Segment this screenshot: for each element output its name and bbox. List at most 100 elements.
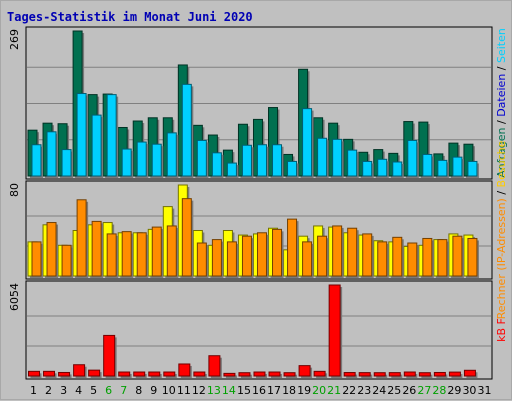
x-axis-day-label: 8: [135, 384, 142, 397]
panel-top-dateien-bar: [332, 138, 343, 177]
panel-bot-kb-f-bar: [238, 372, 251, 377]
panel-mid-rechner-bar: [46, 222, 57, 277]
panel-mid-rechner-bar: [317, 235, 328, 277]
panel-top-dateien-bar: [317, 137, 328, 177]
panel-top-dateien-bar: [106, 94, 117, 177]
x-axis-day-label: 3: [60, 384, 67, 397]
x-axis-day-label: 6: [105, 384, 112, 397]
panel-bot-kb-f-bar: [193, 371, 206, 377]
panel-mid-rechner-bar: [437, 239, 448, 277]
panel-top-dateien-bar: [226, 162, 237, 177]
panel-top-dateien-bar: [437, 159, 448, 177]
panel-bot-kb-f-bar: [58, 371, 71, 377]
panel-bot-kb-f-bar: [283, 372, 296, 377]
panel-top-dateien-bar: [362, 160, 373, 177]
panel-mid-rechner-bar: [211, 239, 222, 277]
panel-top-dateien-bar: [151, 143, 162, 177]
panel-mid-rechner-bar: [287, 218, 298, 277]
panel-mid-rechner-bar: [151, 226, 162, 277]
panel-bot-kb-f-bar: [148, 371, 161, 377]
x-axis-day-label: 5: [90, 384, 97, 397]
panel-bot-kb-f-bar: [373, 372, 386, 377]
panel-top-dateien-bar: [422, 153, 433, 177]
x-axis-day-label: 22: [342, 384, 356, 397]
panel-bot-legend-label: kB F: [495, 318, 508, 342]
panel-mid-rechner-bar: [407, 242, 418, 277]
panel-mid-rechner-bar: [392, 236, 403, 277]
panel-top-dateien-bar: [211, 152, 222, 177]
x-axis-day-label: 4: [75, 384, 82, 397]
panel-bot-kb-f-bar: [358, 372, 371, 377]
panel-mid-rechner-bar: [121, 231, 132, 277]
panel-top-dateien-bar: [467, 160, 478, 177]
panel-top-dateien-bar: [287, 160, 298, 177]
x-axis-day-label: 1: [30, 384, 37, 397]
panel-bot-kb-f-bar: [133, 371, 146, 377]
x-axis-day-label: 26: [402, 384, 416, 397]
x-axis-day-label: 27: [417, 384, 431, 397]
panel-top-dateien-bar: [136, 141, 147, 177]
panel-bot-kb-f-bar: [418, 372, 431, 377]
panel-bot-ymax-label: 6054: [8, 283, 21, 311]
panel-top-dateien-bar: [46, 131, 57, 177]
panel-top-dateien-bar: [377, 158, 388, 177]
x-axis-day-label: 10: [162, 384, 176, 397]
panel-top-dateien-bar: [61, 149, 72, 177]
panel-mid-rechner-bar: [91, 220, 102, 277]
x-axis-day-label: 31: [477, 384, 491, 397]
x-axis-day-label: 17: [267, 384, 281, 397]
x-axis-day-label: 9: [150, 384, 157, 397]
panel-bot-kb-f-bar: [313, 370, 326, 377]
panel-mid-rechner-bar: [76, 199, 87, 277]
panel-mid-rechner-bar: [362, 233, 373, 277]
panel-bot-kb-f-bar: [43, 370, 56, 377]
x-axis-day-label: 19: [297, 384, 311, 397]
x-axis-day-label: 21: [327, 384, 341, 397]
panel-top-dateien-bar: [347, 149, 358, 177]
panel-top-dateien-bar: [392, 161, 403, 177]
panel-bot-kb-f-bar: [268, 371, 281, 377]
x-axis-day-label: 12: [192, 384, 206, 397]
panel-mid-rechner-bar: [106, 233, 117, 277]
panel-bot-kb-f-bar: [28, 370, 40, 377]
x-axis-day-label: 28: [432, 384, 446, 397]
panel-mid-rechner-bar: [272, 228, 283, 277]
panel-bot-kb-f-bar: [463, 369, 476, 377]
panel-bot-kb-f-bar: [343, 372, 356, 377]
panel-mid-rechner-bar: [422, 237, 433, 277]
panel-bot-kb-f-bar: [298, 365, 311, 377]
x-axis-day-label: 30: [462, 384, 476, 397]
x-axis-day-label: 24: [372, 384, 386, 397]
x-axis-day-label: 2: [45, 384, 52, 397]
panel-mid-rechner-bar: [347, 227, 358, 277]
panel-mid-rechner-bar: [226, 241, 237, 277]
x-axis-day-label: 16: [252, 384, 266, 397]
x-axis-day-label: 25: [387, 384, 401, 397]
panel-bot-kb-f-bar: [433, 371, 446, 377]
panel-mid-rechner-bar: [136, 232, 147, 277]
panel-mid-legend-label: Rechner (IP-Adressen) / Besuche: [495, 140, 508, 319]
panel-bot-kb-f-bar: [73, 364, 86, 377]
panel-bot-kb-f-bar: [208, 355, 221, 377]
panel-bot-kb-f-bar: [223, 372, 236, 377]
panel-mid-rechner-bar: [302, 241, 313, 277]
panel-mid-rechner-bar: [31, 241, 42, 277]
panel-bot-kb-f-bar: [103, 334, 116, 377]
panel-top-dateien-bar: [272, 144, 283, 177]
panel-bot-kb-f-bar: [448, 371, 461, 377]
x-axis-day-label: 11: [177, 384, 191, 397]
x-axis-day-label: 15: [237, 384, 251, 397]
panel-bot-kb-f-bar: [178, 363, 191, 377]
panel-bot-bar-shadow: [225, 375, 237, 378]
panel-mid-rechner-bar: [166, 225, 177, 277]
panel-mid-rechner-bar: [181, 198, 192, 277]
panel-bot-kb-f-bar: [253, 371, 266, 377]
chart-title: Tages-Statistik im Monat Juni 2020: [7, 10, 253, 24]
panel-top-dateien-bar: [121, 148, 132, 177]
x-axis-day-label: 18: [282, 384, 296, 397]
panel-top-dateien-bar: [76, 93, 87, 177]
panel-bot-kb-f-bar: [388, 372, 401, 377]
panel-top-dateien-bar: [302, 108, 313, 177]
